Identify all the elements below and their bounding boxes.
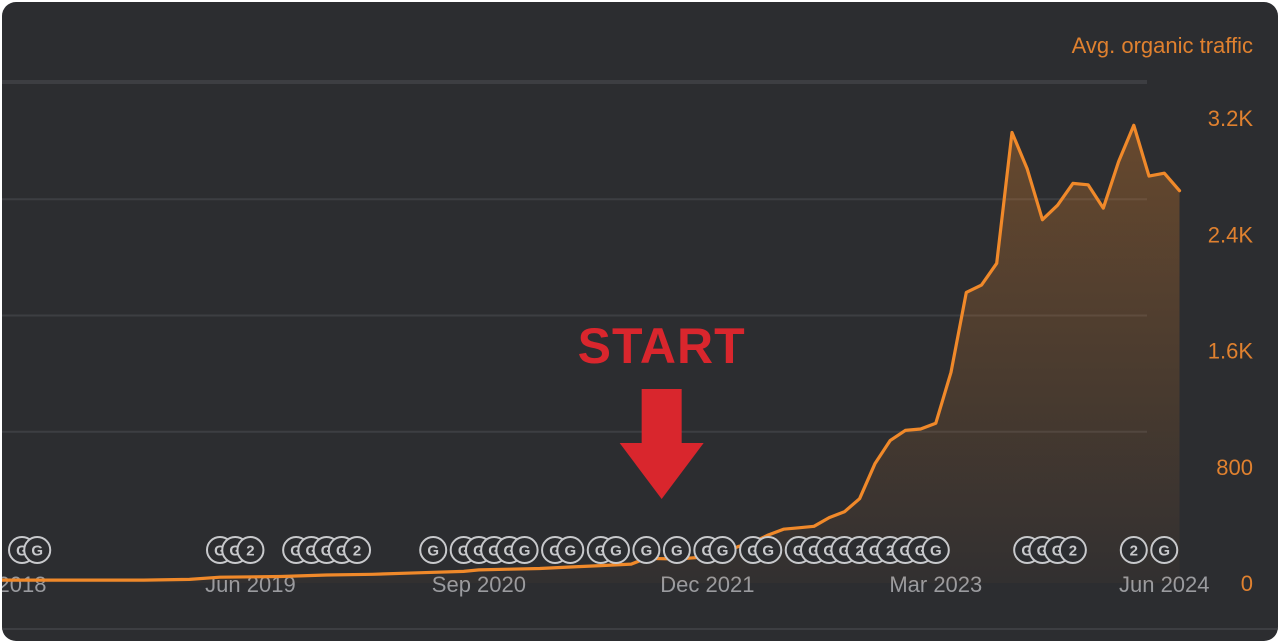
marker-circle — [632, 536, 661, 564]
marker-label: G — [488, 543, 500, 560]
google-update-icon[interactable]: G — [632, 536, 661, 564]
start-label: START — [578, 318, 746, 374]
marker-label: G — [473, 543, 485, 560]
multiple-updates-badge[interactable]: 2 — [343, 536, 372, 564]
marker-label: G — [610, 543, 622, 560]
marker-circle — [601, 536, 630, 564]
y-tick-label: 1.6K — [1208, 339, 1254, 364]
traffic-area — [2, 125, 1180, 583]
marker-label: G — [900, 543, 912, 560]
y-axis-title: Avg. organic traffic — [1072, 33, 1253, 58]
marker-label: G — [869, 543, 881, 560]
marker-circle — [419, 536, 448, 564]
marker-label: G — [504, 543, 516, 560]
google-update-icon[interactable]: G — [419, 536, 448, 564]
google-update-icon[interactable]: G — [662, 536, 691, 564]
event-markers: GGGGG2GGGG2GGGGGGGGGGGGGGGGGGGG2G2GGGGGG… — [8, 536, 1179, 564]
marker-label: G — [1158, 543, 1170, 560]
marker-label: G — [306, 543, 318, 560]
marker-circle — [1119, 536, 1148, 564]
marker-circle — [510, 536, 539, 564]
marker-label: G — [839, 543, 851, 560]
multiple-updates-badge[interactable]: 2 — [1119, 536, 1148, 564]
google-update-icon[interactable]: G — [23, 536, 52, 564]
google-update-icon[interactable]: G — [556, 536, 585, 564]
marker-circle — [754, 536, 783, 564]
marker-label: G — [671, 543, 683, 560]
marker-label: G — [808, 543, 820, 560]
google-update-icon[interactable]: G — [1150, 536, 1179, 564]
marker-label: G — [915, 543, 927, 560]
marker-label: G — [564, 543, 576, 560]
marker-label: G — [214, 543, 226, 560]
marker-label: G — [762, 543, 774, 560]
multiple-updates-badge[interactable]: 2 — [1058, 536, 1087, 564]
marker-label: 2 — [353, 543, 361, 560]
marker-circle — [343, 536, 372, 564]
y-tick-label: 3.2K — [1208, 106, 1254, 131]
marker-label: G — [290, 543, 302, 560]
marker-label: G — [229, 543, 241, 560]
marker-label: G — [321, 543, 333, 560]
marker-label: G — [717, 543, 729, 560]
marker-label: 2 — [886, 543, 894, 560]
y-tick-label: 2.4K — [1208, 222, 1254, 247]
marker-label: G — [747, 543, 759, 560]
marker-circle — [236, 536, 265, 564]
marker-circle — [1150, 536, 1179, 564]
x-tick-label: 2018 — [2, 572, 46, 597]
start-annotation: START — [578, 318, 746, 499]
marker-label: G — [1037, 543, 1049, 560]
marker-label: 2 — [1069, 543, 1077, 560]
y-tick-label: 800 — [1216, 455, 1253, 480]
marker-label: G — [549, 543, 561, 560]
multiple-updates-badge[interactable]: 2 — [236, 536, 265, 564]
marker-label: G — [519, 543, 531, 560]
marker-circle — [1058, 536, 1087, 564]
google-update-icon[interactable]: G — [708, 536, 737, 564]
google-update-icon[interactable]: G — [510, 536, 539, 564]
marker-circle — [662, 536, 691, 564]
google-update-icon[interactable]: G — [921, 536, 950, 564]
marker-label: G — [427, 543, 439, 560]
marker-label: G — [1021, 543, 1033, 560]
marker-label: G — [930, 543, 942, 560]
marker-circle — [556, 536, 585, 564]
google-update-icon[interactable]: G — [754, 536, 783, 564]
marker-label: G — [702, 543, 714, 560]
marker-label: G — [31, 543, 43, 560]
marker-circle — [921, 536, 950, 564]
marker-label: G — [641, 543, 653, 560]
marker-label: G — [793, 543, 805, 560]
marker-label: G — [16, 543, 28, 560]
marker-circle — [23, 536, 52, 564]
marker-label: G — [1052, 543, 1064, 560]
marker-label: G — [823, 543, 835, 560]
down-arrow-icon — [619, 389, 704, 499]
marker-label: 2 — [855, 543, 863, 560]
marker-label: G — [336, 543, 348, 560]
traffic-line — [2, 123, 1182, 582]
marker-label: 2 — [246, 543, 254, 560]
y-axis-ticks: 0 800 1.6K 2.4K 3.2K — [1208, 106, 1254, 596]
marker-label: 2 — [1130, 543, 1138, 560]
marker-label: G — [458, 543, 470, 560]
y-tick-label: 0 — [1241, 571, 1253, 596]
marker-label: G — [595, 543, 607, 560]
marker-circle — [708, 536, 737, 564]
google-update-icon[interactable]: G — [601, 536, 630, 564]
